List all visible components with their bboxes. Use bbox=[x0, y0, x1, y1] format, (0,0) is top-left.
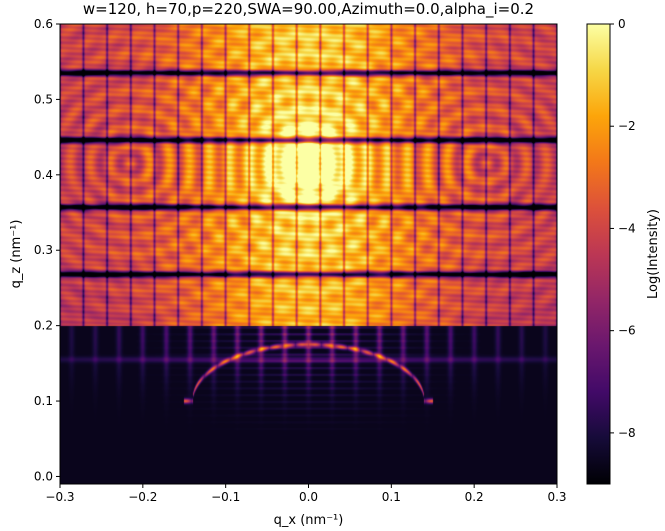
y-tick-label: 0.0 bbox=[34, 469, 53, 483]
colorbar-tick-label: −6 bbox=[618, 324, 636, 338]
heatmap-raster bbox=[60, 24, 557, 484]
chart-title: w=120, h=70,p=220,SWA=90.00,Azimuth=0.0,… bbox=[83, 0, 534, 19]
x-tick-label: −0.3 bbox=[45, 490, 74, 504]
x-tick-label: 0.1 bbox=[382, 490, 401, 504]
y-tick-label: 0.3 bbox=[34, 243, 53, 257]
y-tick-label: 0.1 bbox=[34, 394, 53, 408]
colorbar-tick-label: −8 bbox=[618, 426, 636, 440]
colorbar bbox=[586, 23, 611, 485]
x-tick-label: −0.1 bbox=[211, 490, 240, 504]
colorbar-tick-label: −2 bbox=[618, 119, 636, 133]
x-tick-label: 0.3 bbox=[547, 490, 566, 504]
y-axis-label: q_z (nm⁻¹) bbox=[9, 220, 24, 289]
x-tick-label: 0.0 bbox=[299, 490, 318, 504]
colorbar-ticks: 0 −2 −4 −6 −8 bbox=[610, 17, 636, 440]
x-axis: −0.3 −0.2 −0.1 0.0 0.1 0.2 0.3 bbox=[45, 484, 567, 504]
y-tick-label: 0.4 bbox=[34, 168, 53, 182]
colorbar-label: Log(Intensity) bbox=[646, 209, 661, 299]
heatmap-image bbox=[60, 24, 557, 484]
y-tick-label: 0.2 bbox=[34, 319, 53, 333]
x-tick-label: −0.2 bbox=[128, 490, 157, 504]
x-tick-label: 0.2 bbox=[465, 490, 484, 504]
y-tick-label: 0.5 bbox=[34, 92, 53, 106]
y-tick-label: 0.6 bbox=[34, 17, 53, 31]
x-axis-label: q_x (nm⁻¹) bbox=[274, 513, 344, 528]
colorbar-tick-label: −4 bbox=[618, 221, 636, 235]
colorbar-tick-label: 0 bbox=[618, 17, 626, 31]
y-axis: 0.0 0.1 0.2 0.3 0.4 0.5 0.6 bbox=[34, 17, 60, 483]
